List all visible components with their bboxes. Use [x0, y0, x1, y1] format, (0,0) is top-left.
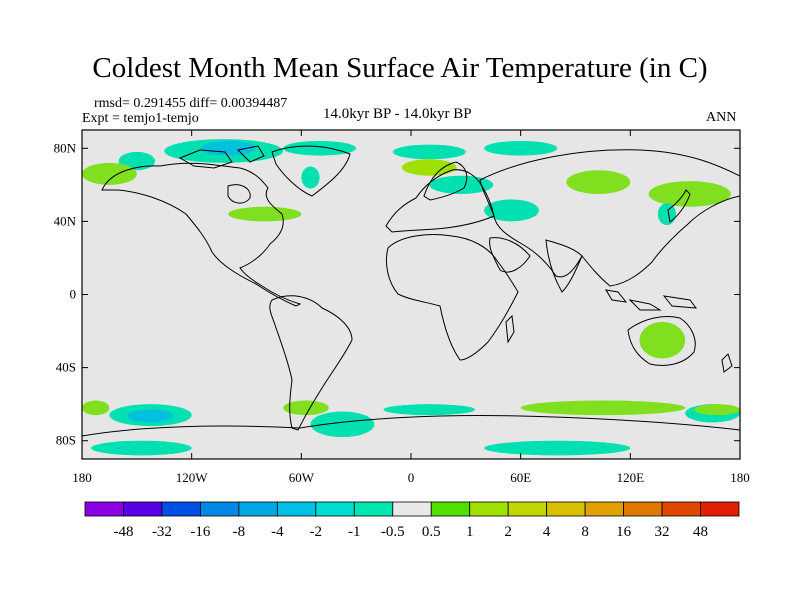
- colorbar-label: 2: [504, 524, 512, 540]
- anomaly-region-4: [301, 166, 320, 189]
- lon-tick-label: 60W: [289, 470, 315, 485]
- lat-tick-label: 40S: [56, 360, 76, 375]
- anomaly-region-21: [383, 404, 475, 416]
- season-label: ANN: [706, 110, 737, 125]
- anomaly-region-24: [694, 404, 740, 416]
- lat-tick-label: 0: [70, 287, 77, 302]
- anomaly-region-5: [228, 206, 302, 222]
- anomaly-region-16: [82, 400, 110, 416]
- colorbar-label: -4: [271, 524, 284, 540]
- lon-tick-label: 120E: [617, 470, 645, 485]
- colorbar-label: 16: [616, 524, 632, 540]
- anomaly-region-3: [283, 140, 357, 156]
- anomaly-region-13: [657, 203, 677, 226]
- anomaly-region-18: [127, 409, 174, 423]
- coastlines: [82, 145, 740, 437]
- colorbar-label: -2: [310, 524, 323, 540]
- anomaly-region-26: [484, 440, 631, 456]
- anomaly-region-8: [484, 140, 558, 156]
- anomaly-region-2: [200, 140, 256, 156]
- anomaly-region-15: [639, 321, 686, 359]
- colorbar-swatch: [584, 501, 624, 517]
- colorbar-swatch: [84, 501, 124, 517]
- colorbar-swatch: [469, 501, 509, 517]
- experiment-label: Expt = temjo1-temjo: [82, 111, 199, 126]
- colorbar-label: -16: [190, 524, 210, 540]
- anomaly-regions: [82, 139, 740, 456]
- anomaly-region-6: [392, 144, 466, 160]
- colorbar-swatch: [238, 501, 278, 517]
- anomaly-region-14: [82, 162, 137, 185]
- colorbar-swatch: [507, 501, 548, 517]
- colorbar-label: 48: [693, 524, 708, 540]
- colorbar-label: 8: [581, 524, 589, 540]
- colorbar-swatch: [430, 501, 471, 517]
- anomaly-region-20: [310, 411, 375, 438]
- colorbar-label: 1: [466, 524, 474, 540]
- colorbar-label: -8: [233, 524, 246, 540]
- colorbar-swatch: [123, 501, 163, 517]
- stats-label: rmsd= 0.291455 diff= 0.00394487: [94, 96, 288, 111]
- lon-tick-label: 60E: [510, 470, 531, 485]
- colorbar-swatch: [546, 501, 586, 517]
- colorbar-label: -1: [348, 524, 361, 540]
- period-label: 14.0kyr BP - 14.0kyr BP: [323, 106, 472, 122]
- colorbar-swatch: [623, 501, 663, 517]
- anomaly-region-0: [118, 151, 156, 171]
- colorbar-swatch: [392, 501, 432, 517]
- lat-tick-label: 40N: [54, 213, 77, 228]
- anomaly-region-7: [401, 159, 457, 176]
- colorbar-swatch: [161, 501, 201, 517]
- chart-title: Coldest Month Mean Surface Air Temperatu…: [92, 52, 708, 84]
- map-axis-ticks: 80N 40N 0 40S 80S 180 120W 60W 0 60E 120E 180: [54, 130, 750, 485]
- colorbar-swatch: [315, 501, 355, 517]
- anomaly-region-22: [520, 400, 686, 416]
- anomaly-region-19: [283, 400, 329, 416]
- lat-tick-label: 80S: [56, 433, 76, 448]
- lon-tick-label: 180: [730, 470, 750, 485]
- lon-tick-label: 120W: [176, 470, 209, 485]
- lat-tick-label: 80N: [54, 140, 77, 155]
- colorbar-label: -0.5: [381, 524, 405, 540]
- colorbar-swatch: [661, 501, 701, 517]
- colorbar-swatch: [700, 501, 740, 517]
- colorbar-label: 32: [655, 524, 670, 540]
- anomaly-region-25: [91, 440, 192, 456]
- colorbar-swatch: [276, 501, 317, 517]
- colorbar-label: -48: [113, 524, 133, 540]
- anomaly-region-9: [429, 175, 494, 194]
- lon-tick-label: 0: [408, 470, 415, 485]
- colorbar-swatch: [200, 501, 240, 517]
- anomaly-region-10: [484, 199, 539, 222]
- colorbar-label: -32: [152, 524, 172, 540]
- colorbar-label: 4: [543, 524, 551, 540]
- anomaly-region-11: [566, 170, 631, 194]
- lon-tick-label: 180: [72, 470, 92, 485]
- colorbar-swatch: [353, 501, 394, 517]
- colorbar-label: 0.5: [422, 524, 441, 540]
- colorbar: -48 -32 -16 -8 -4 -2 -1 -0.5 0.5 1 2 4 8 16 32 48: [84, 501, 740, 540]
